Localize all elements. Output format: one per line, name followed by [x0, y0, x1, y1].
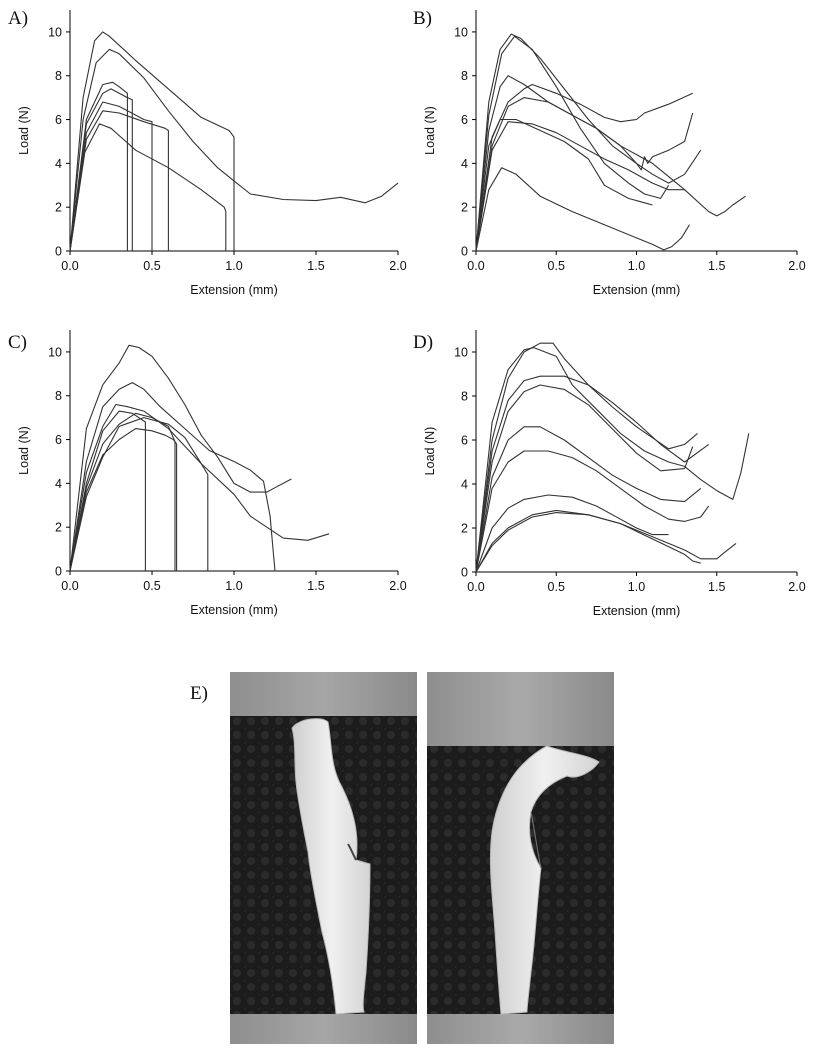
- y-tick-label: 4: [55, 477, 62, 491]
- series-line-a-7: [69, 123, 227, 252]
- y-axis-label: Load (N): [17, 106, 31, 155]
- x-tick-label: 1.0: [225, 259, 242, 273]
- series-line-b-4: [475, 83, 693, 252]
- series-line-b-8: [475, 167, 690, 252]
- y-tick-label: 0: [461, 566, 468, 580]
- x-tick-label: 0.0: [61, 579, 78, 593]
- y-tick-label: 4: [461, 157, 468, 171]
- x-tick-label: 0.5: [143, 579, 160, 593]
- x-tick-label: 2.0: [788, 580, 805, 594]
- y-tick-label: 8: [55, 389, 62, 403]
- x-tick-label: 1.0: [628, 580, 645, 594]
- y-tick-label: 10: [48, 25, 62, 39]
- x-tick-label: 0.0: [467, 259, 484, 273]
- series-line-c-3: [69, 403, 330, 572]
- y-tick-label: 2: [461, 522, 468, 536]
- series-line-c-6: [69, 428, 178, 572]
- specimen-photo-right: [427, 672, 614, 1044]
- series-line-a-2: [69, 48, 399, 252]
- y-tick-label: 6: [461, 113, 468, 127]
- y-tick-label: 2: [55, 521, 62, 535]
- series-line-b-5: [475, 97, 746, 252]
- chart-a: 0 2 4 6 8 10 0.0 0.5 1.0 1.5 2.0 Extension (mm) Load…: [17, 10, 407, 297]
- series-line-d-1: [475, 347, 750, 573]
- x-tick-label: 1.5: [307, 259, 324, 273]
- panel-label-c: C): [8, 332, 27, 353]
- chart-b: 0 2 4 6 8 10 0.0 0.5 1.0 1.5 2.0 Extension (mm) Load…: [423, 10, 806, 297]
- series-line-c-4: [69, 410, 146, 572]
- series-line-d-4: [475, 384, 694, 573]
- x-tick-label: 0.0: [61, 259, 78, 273]
- specimen-photo-left: [230, 672, 417, 1044]
- y-tick-label: 6: [461, 434, 468, 448]
- panel-label-d: D): [413, 332, 434, 353]
- series-line-a-1: [69, 31, 235, 252]
- x-tick-label: 1.0: [225, 579, 242, 593]
- y-tick-label: 8: [461, 69, 468, 83]
- y-tick-label: 4: [55, 157, 62, 171]
- y-tick-label: 10: [48, 345, 62, 359]
- series-line-b-7: [475, 118, 653, 252]
- series-line-c-7: [69, 417, 209, 572]
- series-line-d-6: [475, 450, 710, 573]
- x-tick-label: 2.0: [389, 259, 406, 273]
- panel-label-a: A): [8, 8, 29, 29]
- y-tick-label: 8: [461, 390, 468, 404]
- y-tick-label: 0: [461, 245, 468, 259]
- line-charts: 0 2 4 6 8 10 0.0 0.5 1.0 1.5 2.0 Extension (mm) Load…: [17, 10, 806, 618]
- y-tick-label: 2: [461, 201, 468, 215]
- y-tick-label: 0: [55, 245, 62, 259]
- series-line-a-4: [69, 88, 133, 252]
- x-tick-label: 1.5: [307, 579, 324, 593]
- series-line-d-9: [475, 512, 701, 573]
- y-tick-label: 10: [454, 25, 468, 39]
- series-line-a-3: [69, 81, 128, 252]
- series-line-d-2: [475, 342, 698, 573]
- series-line-c-5: [69, 412, 176, 572]
- series-line-d-7: [475, 494, 669, 573]
- x-tick-label: 2.0: [389, 579, 406, 593]
- series-line-c-2: [69, 382, 276, 572]
- series-line-d-5: [475, 426, 702, 573]
- y-tick-label: 0: [55, 565, 62, 579]
- x-tick-label: 0.5: [548, 259, 565, 273]
- x-tick-label: 0.5: [548, 580, 565, 594]
- y-tick-label: 4: [461, 478, 468, 492]
- series-line-b-6: [475, 121, 685, 252]
- x-tick-label: 1.5: [708, 259, 725, 273]
- x-axis-label: Extension (mm): [593, 283, 681, 297]
- chart-d: 0 2 4 6 8 10 0.0 0.5 1.0 1.5 2.0 Extension (mm) Load…: [423, 330, 806, 618]
- x-tick-label: 0.5: [143, 259, 160, 273]
- y-tick-label: 6: [55, 433, 62, 447]
- chart-c: 0 2 4 6 8 10 0.0 0.5 1.0 1.5 2.0 Extension (mm) Load…: [17, 330, 407, 617]
- series-line-a-5: [69, 101, 153, 252]
- y-tick-label: 6: [55, 113, 62, 127]
- x-tick-label: 2.0: [788, 259, 805, 273]
- x-axis-label: Extension (mm): [593, 604, 681, 618]
- series-line-a-6: [69, 110, 169, 252]
- series-line-b-2: [475, 35, 670, 252]
- series-line-b-3: [475, 75, 702, 252]
- y-tick-label: 2: [55, 201, 62, 215]
- y-tick-label: 10: [454, 346, 468, 360]
- panel-label-e: E): [190, 683, 208, 704]
- series-line-d-3: [475, 375, 710, 573]
- y-axis-label: Load (N): [423, 427, 437, 476]
- panel-label-b: B): [413, 8, 432, 29]
- x-axis-label: Extension (mm): [190, 603, 278, 617]
- series-line-c-1: [69, 344, 292, 572]
- x-tick-label: 1.0: [628, 259, 645, 273]
- x-tick-label: 0.0: [467, 580, 484, 594]
- x-tick-label: 1.5: [708, 580, 725, 594]
- y-axis-label: Load (N): [17, 426, 31, 475]
- y-tick-label: 8: [55, 69, 62, 83]
- x-axis-label: Extension (mm): [190, 283, 278, 297]
- series-line-b-1: [475, 33, 694, 252]
- y-axis-label: Load (N): [423, 106, 437, 155]
